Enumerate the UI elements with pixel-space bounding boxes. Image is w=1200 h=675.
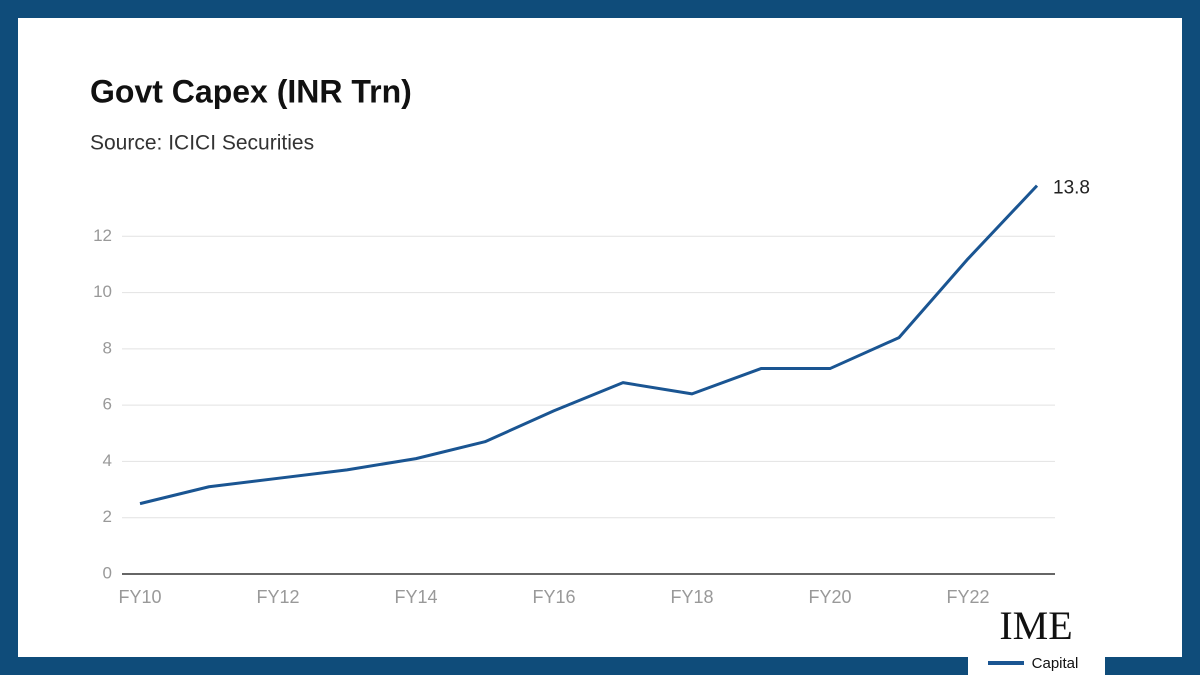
chart-title: Govt Capex (INR Trn) — [90, 73, 412, 109]
x-tick-label: FY20 — [808, 587, 851, 607]
x-tick-label: FY18 — [670, 587, 713, 607]
data-label: 13.8 — [1053, 178, 1090, 199]
y-tick-label: 8 — [103, 338, 112, 357]
y-tick-label: 6 — [103, 395, 112, 414]
data-line — [139, 184, 1039, 506]
y-tick-label: 10 — [93, 282, 112, 301]
x-tick-label: FY10 — [118, 587, 161, 607]
y-tick-label: 4 — [103, 451, 112, 470]
x-tick-label: FY22 — [946, 587, 989, 607]
y-tick-label: 0 — [103, 563, 112, 582]
logo-name: IME — [999, 603, 1072, 648]
y-tick-label: 12 — [93, 226, 112, 245]
x-tick-label: FY16 — [532, 587, 575, 607]
logo-tagline: Capital — [1032, 655, 1079, 672]
y-tick-label: 2 — [103, 507, 112, 526]
chart-subtitle: Source: ICICI Securities — [90, 132, 314, 155]
x-tick-label: FY14 — [394, 587, 437, 607]
canvas — [18, 18, 1182, 657]
x-tick-label: FY12 — [256, 587, 299, 607]
